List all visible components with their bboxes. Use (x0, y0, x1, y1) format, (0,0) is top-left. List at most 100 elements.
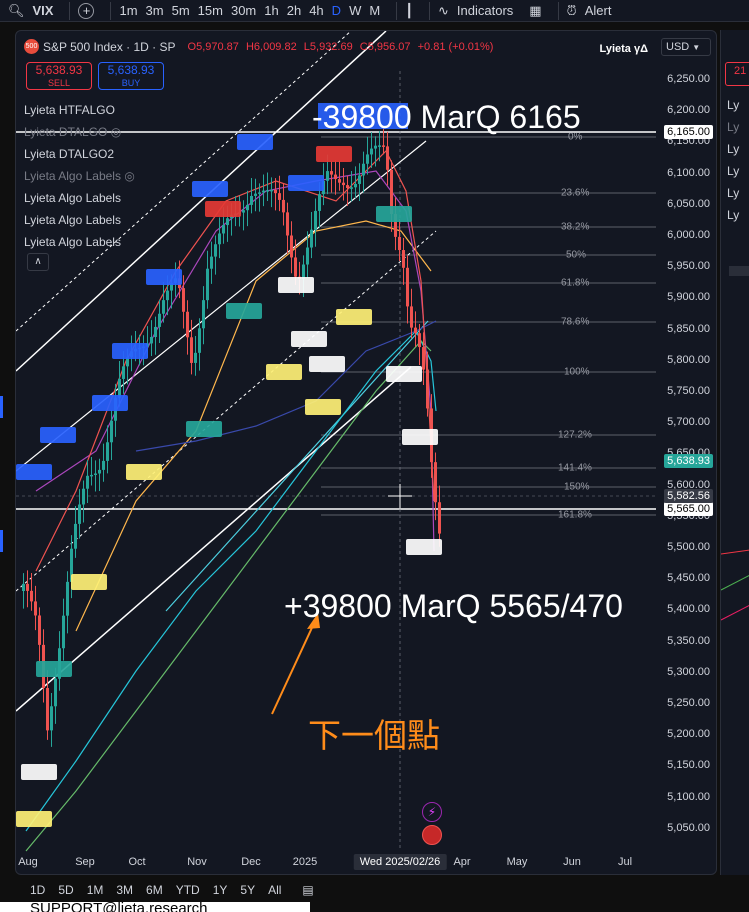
divider (69, 1, 71, 20)
sell-button[interactable]: 5,638.93 SELL (26, 62, 92, 90)
range-all[interactable]: All (268, 883, 282, 897)
price-tick-label: 5,500.00 (667, 541, 710, 553)
indicator-item[interactable]: Lyieta HTFALGO (24, 99, 135, 121)
price-tick-label: 6,200.00 (667, 104, 710, 117)
hidden-eye-icon[interactable]: ◎ (110, 125, 122, 139)
candle-body (350, 187, 353, 189)
interval-5m[interactable]: 5m (171, 3, 190, 18)
fib-lines (321, 136, 656, 516)
symbol-search[interactable]: VIX (32, 3, 54, 18)
chevron-down-icon: ▼ (692, 43, 701, 52)
candle-body (90, 474, 93, 477)
interval-1m[interactable]: 1m (119, 3, 138, 18)
flag-events-icon[interactable] (422, 825, 442, 845)
indicators-button[interactable]: Indicators (456, 3, 514, 18)
annotation-arrow (271, 618, 317, 715)
secondary-indicator-item: Ly (727, 186, 740, 200)
fib-label-23.6: 23.6% (561, 187, 590, 199)
range-1y[interactable]: 1Y (212, 883, 228, 897)
price-tick-label: 5,800.00 (667, 353, 710, 366)
fib-label-100: 100% (564, 366, 590, 378)
indicator-item[interactable]: Lyieta DTALGO2 (24, 143, 135, 165)
candle-body (346, 185, 349, 188)
currency-select[interactable]: USD ▼ (661, 38, 711, 56)
target-label-box (318, 103, 408, 129)
interval-2h[interactable]: 2h (286, 3, 302, 18)
main-chart-panel[interactable]: 500 S&P 500 Index · 1D · SP O5,970.87 H6… (15, 30, 717, 875)
interval-30m[interactable]: 30m (230, 3, 257, 18)
indicator-item[interactable]: Lyieta Algo Labels (24, 187, 135, 209)
chart-canvas[interactable] (16, 31, 717, 875)
indicator-item[interactable]: Lyieta DTALGO ◎ (24, 121, 135, 143)
drawing-tool-marker (0, 396, 3, 418)
indicator-item[interactable]: Lyieta Algo Labels ◎ (24, 165, 135, 187)
range-1d[interactable]: 1D (30, 883, 46, 897)
interval-m[interactable]: M (369, 3, 381, 18)
interval-4h[interactable]: 4h (309, 3, 324, 18)
add-symbol-icon[interactable]: + (78, 2, 95, 19)
alert-button[interactable]: Alert (584, 3, 612, 18)
candle-body (86, 475, 89, 489)
divider (396, 1, 398, 20)
chart-title[interactable]: S&P 500 Index · 1D · SP (43, 39, 176, 54)
flash-icon[interactable]: ⚡︎ (422, 802, 442, 822)
indicator-item[interactable]: Lyieta Algo Labels (24, 231, 135, 253)
algo-label-box (305, 399, 341, 415)
sell-price: 5,638.93 (35, 63, 83, 77)
range-5d[interactable]: 5D (58, 883, 74, 897)
secondary-indicator-item: Ly (727, 120, 740, 134)
candle-body (194, 352, 197, 363)
buy-button[interactable]: 5,638.93 BUY (98, 62, 164, 90)
alert-clock-icon[interactable]: ⏰︎ (566, 2, 577, 18)
layout-grid-icon[interactable]: ▦ (529, 2, 542, 18)
algo-label-box (92, 395, 128, 411)
candle-body (154, 326, 157, 337)
secondary-chart-panel[interactable]: 21 Ly Ly Ly Ly Ly Ly (720, 30, 749, 875)
interval-15m[interactable]: 15m (197, 3, 223, 18)
calendar-icon[interactable]: ▤ (302, 883, 314, 897)
interval-d[interactable]: D (331, 3, 342, 18)
range-ytd[interactable]: YTD (175, 883, 200, 897)
indicator-item[interactable]: Lyieta Algo Labels (24, 209, 135, 231)
price-tick-label: 6,000.00 (667, 229, 710, 241)
price-tag-cursor: 5,582.56 (664, 489, 713, 503)
algo-label-box (126, 464, 162, 480)
hidden-eye-icon[interactable]: ◎ (124, 169, 135, 183)
moving-average-line (25, 340, 432, 852)
candle-body (282, 199, 285, 213)
candle-body (294, 257, 297, 277)
range-1m[interactable]: 1M (86, 883, 104, 897)
price-axis[interactable]: 6,250.00 6,200.00 6,150.00 6,100.00 6,050.00… (656, 31, 716, 851)
candle-body (66, 581, 69, 616)
candle-body (414, 327, 417, 334)
search-icon[interactable]: 🔍︎ (8, 2, 25, 18)
fib-label-127.2: 127.2% (558, 429, 592, 441)
range-3m[interactable]: 3M (116, 883, 134, 897)
secondary-indicator-item: Ly (727, 164, 740, 178)
candle-body (342, 182, 345, 186)
collapse-legend-button[interactable]: ∧ (27, 253, 49, 271)
secondary-indicator-item: Ly (727, 142, 740, 156)
price-tag-last: 5,638.93 (664, 454, 713, 468)
candle-body (270, 189, 273, 192)
range-6m[interactable]: 6M (146, 883, 163, 897)
candle-body (402, 250, 405, 268)
candle-body (226, 218, 229, 226)
time-axis[interactable]: Aug Sep Oct Nov Dec 2025 Apr May Jun Jul Wed 2025/… (16, 852, 716, 874)
candle-body (46, 688, 49, 731)
divider (557, 1, 559, 20)
interval-3m[interactable]: 3m (145, 3, 164, 18)
indicator-label: Lyieta DTALGO (24, 125, 108, 139)
range-5y[interactable]: 5Y (240, 883, 256, 897)
time-tick-label: Aug (18, 856, 38, 868)
candle-style-icon[interactable]: ┃ (405, 2, 414, 18)
interval-1h[interactable]: 1h (264, 3, 279, 18)
channel-lower (16, 366, 412, 712)
candle-body (106, 442, 109, 461)
interval-w[interactable]: W (349, 3, 362, 18)
fib-label-0: 0% (568, 131, 583, 143)
sell-label: SELL (47, 78, 71, 88)
bottom-target-annotation: +39800 MarQ 5565/470 (284, 588, 623, 624)
indicators-icon[interactable]: ∿ (438, 2, 449, 18)
price-tick-label: 6,100.00 (667, 166, 710, 179)
